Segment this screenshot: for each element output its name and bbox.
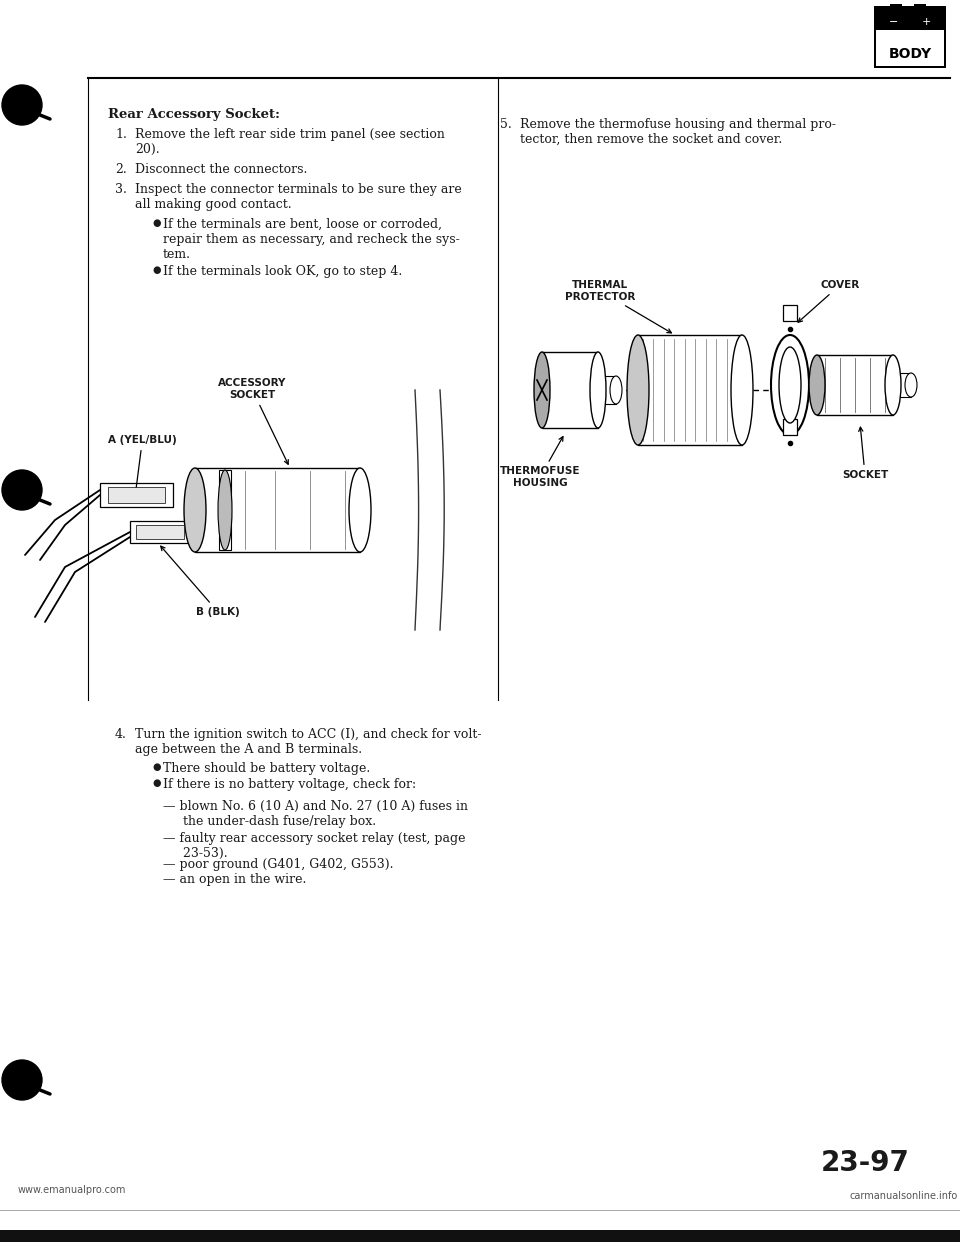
Bar: [130, 520, 190, 543]
Text: B (BLK): B (BLK): [160, 546, 240, 617]
Circle shape: [2, 469, 42, 510]
Text: — an open in the wire.: — an open in the wire.: [163, 873, 306, 886]
Bar: [890, 4, 902, 12]
Ellipse shape: [184, 468, 206, 551]
Text: Remove the thermofuse housing and thermal pro-
tector, then remove the socket an: Remove the thermofuse housing and therma…: [520, 118, 836, 147]
Text: COVER: COVER: [798, 279, 859, 322]
Ellipse shape: [779, 347, 801, 424]
Text: carmanualsonline.info: carmanualsonline.info: [850, 1191, 958, 1201]
Text: −: −: [889, 17, 899, 27]
Text: www.emanualpro.com: www.emanualpro.com: [18, 1185, 127, 1195]
Ellipse shape: [809, 355, 825, 415]
Ellipse shape: [771, 335, 809, 435]
Ellipse shape: [349, 468, 371, 551]
Text: ●: ●: [152, 219, 160, 229]
Bar: [136, 525, 184, 539]
Bar: [817, 355, 893, 415]
Ellipse shape: [610, 376, 622, 404]
Bar: [195, 468, 360, 551]
Circle shape: [2, 1059, 42, 1100]
Text: ●: ●: [152, 763, 160, 773]
Text: BODY: BODY: [888, 47, 931, 61]
Text: If the terminals are bent, loose or corroded,
repair them as necessary, and rech: If the terminals are bent, loose or corr…: [163, 219, 460, 261]
Circle shape: [2, 84, 42, 125]
Text: SOCKET: SOCKET: [842, 427, 888, 479]
Ellipse shape: [534, 351, 550, 428]
Text: +: +: [922, 17, 930, 27]
Ellipse shape: [218, 469, 232, 550]
Bar: [0, 1230, 960, 1242]
Text: 5.: 5.: [500, 118, 512, 130]
Bar: [893, 373, 911, 397]
Bar: [598, 376, 616, 404]
Text: — blown No. 6 (10 A) and No. 27 (10 A) fuses in
     the under-dash fuse/relay b: — blown No. 6 (10 A) and No. 27 (10 A) f…: [163, 800, 468, 828]
Bar: [638, 335, 742, 445]
Bar: [783, 419, 797, 435]
Bar: [108, 487, 165, 503]
Text: There should be battery voltage.: There should be battery voltage.: [163, 763, 371, 775]
Text: If the terminals look OK, go to step 4.: If the terminals look OK, go to step 4.: [163, 265, 402, 278]
Text: Inspect the connector terminals to be sure they are
all making good contact.: Inspect the connector terminals to be su…: [135, 183, 462, 211]
Ellipse shape: [731, 335, 753, 445]
Text: ●: ●: [152, 777, 160, 787]
Ellipse shape: [885, 355, 901, 415]
Bar: [876, 7, 944, 30]
Bar: [219, 469, 231, 550]
Text: ●: ●: [152, 265, 160, 274]
Ellipse shape: [627, 335, 649, 445]
Bar: [100, 483, 173, 507]
Text: — faulty rear accessory socket relay (test, page
     23-53).: — faulty rear accessory socket relay (te…: [163, 832, 466, 859]
Text: Remove the left rear side trim panel (see section
20).: Remove the left rear side trim panel (se…: [135, 128, 444, 156]
Text: A (YEL/BLU): A (YEL/BLU): [108, 435, 177, 493]
Text: Turn the ignition switch to ACC (I), and check for volt-
age between the A and B: Turn the ignition switch to ACC (I), and…: [135, 728, 482, 756]
Ellipse shape: [590, 351, 606, 428]
Bar: [783, 306, 797, 320]
Text: If there is no battery voltage, check for:: If there is no battery voltage, check fo…: [163, 777, 416, 791]
Bar: [874, 6, 946, 68]
Bar: [542, 351, 598, 428]
Text: 4.: 4.: [115, 728, 127, 741]
Text: 2.: 2.: [115, 163, 127, 176]
Bar: [876, 7, 944, 66]
Text: ACCESSORY
SOCKET: ACCESSORY SOCKET: [218, 379, 288, 465]
Text: 3.: 3.: [115, 183, 127, 196]
Text: 23-97: 23-97: [821, 1149, 910, 1177]
Ellipse shape: [905, 373, 917, 397]
Text: Disconnect the connectors.: Disconnect the connectors.: [135, 163, 307, 176]
Bar: [914, 4, 926, 12]
Text: — poor ground (G401, G402, G553).: — poor ground (G401, G402, G553).: [163, 858, 394, 871]
Text: THERMAL
PROTECTOR: THERMAL PROTECTOR: [564, 279, 671, 333]
Text: 1.: 1.: [115, 128, 127, 142]
Text: Rear Accessory Socket:: Rear Accessory Socket:: [108, 108, 280, 120]
Text: THERMOFUSE
HOUSING: THERMOFUSE HOUSING: [500, 437, 580, 488]
